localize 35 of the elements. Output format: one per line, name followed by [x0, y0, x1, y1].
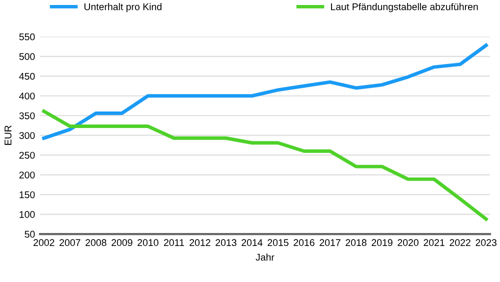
- x-tick-label: 2019: [372, 239, 392, 246]
- x-tick-label: 2012: [190, 239, 210, 246]
- y-tick-label: 400: [19, 92, 35, 100]
- x-tick-label: 2022: [450, 239, 470, 246]
- x-tick-label: 2008: [86, 239, 106, 246]
- y-axis-title: EUR: [4, 126, 12, 145]
- line-series: [42, 44, 488, 140]
- x-tick-label: 2018: [346, 239, 366, 246]
- x-axis-title: Jahr: [256, 254, 274, 261]
- y-tick-label: 250: [19, 152, 35, 159]
- x-tick-label: 2016: [294, 239, 314, 246]
- line-series: [42, 110, 488, 221]
- y-tick-label: 500: [19, 53, 35, 60]
- y-tick-label: 200: [19, 172, 35, 178]
- x-tick-label: 2023: [476, 239, 496, 246]
- x-tick-label: 2013: [216, 239, 236, 246]
- y-tick-label: 50: [24, 230, 35, 238]
- y-tick-label: 100: [20, 211, 35, 218]
- x-tick-label: 2007: [60, 239, 80, 246]
- y-tick-label: 550: [19, 33, 35, 40]
- x-tick-label: 2015: [268, 239, 288, 246]
- x-tick-label: 2011: [164, 239, 184, 246]
- x-tick-label: 2021: [424, 239, 444, 246]
- y-tick-label: 450: [19, 72, 35, 80]
- legend-label: Unterhalt pro Kind: [84, 3, 162, 12]
- y-tick-label: 150: [20, 191, 35, 198]
- x-tick-label: 2017: [320, 239, 340, 246]
- x-tick-label: 2009: [112, 239, 132, 246]
- legend-label: Laut Pfändungstabelle abzuführen: [331, 3, 478, 12]
- y-tick-label: 300: [19, 132, 35, 139]
- y-tick-label: 350: [19, 112, 35, 120]
- x-tick-label: 2010: [138, 239, 158, 246]
- x-tick-label: 2014: [242, 239, 263, 246]
- x-tick-label: 2002: [34, 239, 54, 246]
- x-tick-label: 2020: [398, 239, 418, 246]
